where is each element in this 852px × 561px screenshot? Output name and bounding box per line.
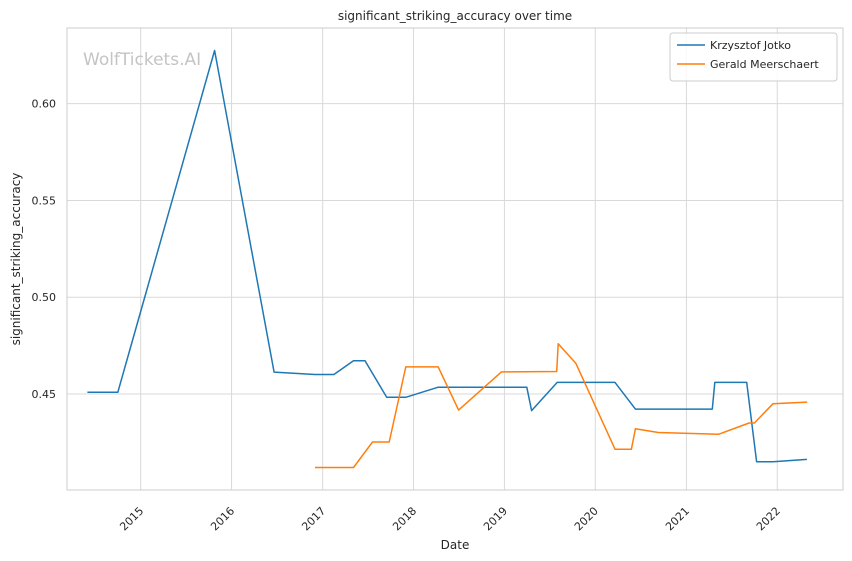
- y-tick-label: 0.45: [32, 388, 57, 401]
- x-tick-label: 2017: [299, 504, 328, 533]
- x-tick-label: 2015: [117, 504, 146, 533]
- legend-label-gerald-meerschaert: Gerald Meerschaert: [710, 58, 819, 71]
- y-tick-label: 0.50: [32, 291, 57, 304]
- series-lines: [87, 49, 808, 469]
- x-tick-label: 2021: [663, 504, 692, 533]
- y-tick-label: 0.60: [32, 98, 57, 111]
- plot-area-frame: [66, 27, 844, 491]
- legend: Krzysztof Jotko Gerald Meerschaert: [669, 32, 838, 82]
- series-line-krzysztof-jotko: [87, 49, 807, 463]
- x-tick-label: 2018: [390, 504, 419, 533]
- x-tick-label: 2020: [572, 504, 601, 533]
- x-tick-labels: 2015 2016 2017 2018 2019 2020 2021 2022: [117, 504, 783, 533]
- y-tick-label: 0.55: [32, 194, 57, 207]
- x-tick-label: 2022: [754, 504, 783, 533]
- legend-box: [669, 32, 838, 82]
- chart-title: significant_striking_accuracy over time: [338, 9, 572, 23]
- x-tick-label: 2019: [481, 504, 510, 533]
- x-axis-title: Date: [441, 538, 470, 552]
- x-tick-label: 2016: [208, 504, 237, 533]
- y-tick-labels: 0.45 0.50 0.55 0.60: [32, 98, 57, 401]
- legend-label-krzysztof-jotko: Krzysztof Jotko: [710, 39, 791, 52]
- grid: [67, 28, 843, 490]
- series-line-gerald-meerschaert: [315, 342, 808, 469]
- y-axis-title: significant_striking_accuracy: [9, 173, 23, 346]
- watermark: WolfTickets.AI: [83, 50, 201, 70]
